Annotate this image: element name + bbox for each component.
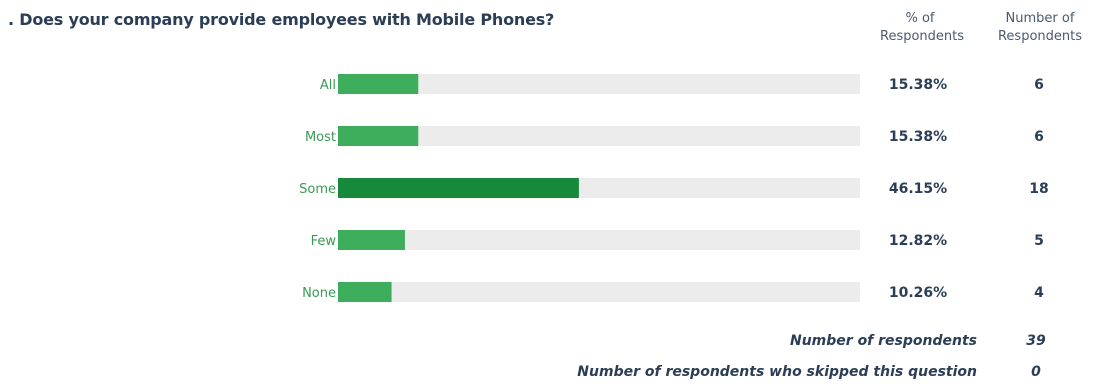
bar-none — [338, 282, 392, 302]
bar-track — [338, 230, 860, 250]
count-header-line2: Respondents — [997, 29, 1083, 44]
bar-track — [338, 74, 860, 94]
percent-header-line2: Respondents — [880, 29, 965, 44]
skipped-value: 0 — [1031, 364, 1041, 380]
respondents-value: 39 — [1026, 333, 1046, 349]
category-label: Most — [305, 130, 336, 145]
bar-some — [338, 178, 579, 198]
count-label: 6 — [1034, 77, 1044, 93]
category-label: Few — [311, 234, 337, 249]
bar-few — [338, 230, 405, 250]
count-label: 6 — [1034, 129, 1044, 145]
count-header-line1: Number of — [1005, 11, 1075, 26]
skipped-label: Number of respondents who skipped this q… — [577, 364, 977, 380]
category-label: Some — [299, 182, 336, 197]
percent-label: 10.26% — [889, 285, 947, 301]
count-label: 18 — [1029, 181, 1048, 197]
bar-track — [338, 126, 860, 146]
question-title: . Does your company provide employees wi… — [8, 10, 555, 29]
bar-all — [338, 74, 419, 94]
count-column-header: Number of Respondents — [995, 10, 1085, 46]
count-label: 5 — [1034, 233, 1044, 249]
bar-most — [338, 126, 419, 146]
percent-label: 15.38% — [889, 77, 947, 93]
category-label: All — [320, 78, 336, 93]
bar-track — [338, 282, 860, 302]
respondents-label: Number of respondents — [790, 333, 977, 349]
percent-header-line1: % of — [905, 11, 935, 26]
category-label: None — [302, 286, 336, 301]
percent-label: 12.82% — [889, 233, 947, 249]
percent-column-header: % of Respondents — [880, 10, 965, 46]
percent-label: 46.15% — [889, 181, 947, 197]
count-label: 4 — [1034, 285, 1044, 301]
percent-label: 15.38% — [889, 129, 947, 145]
